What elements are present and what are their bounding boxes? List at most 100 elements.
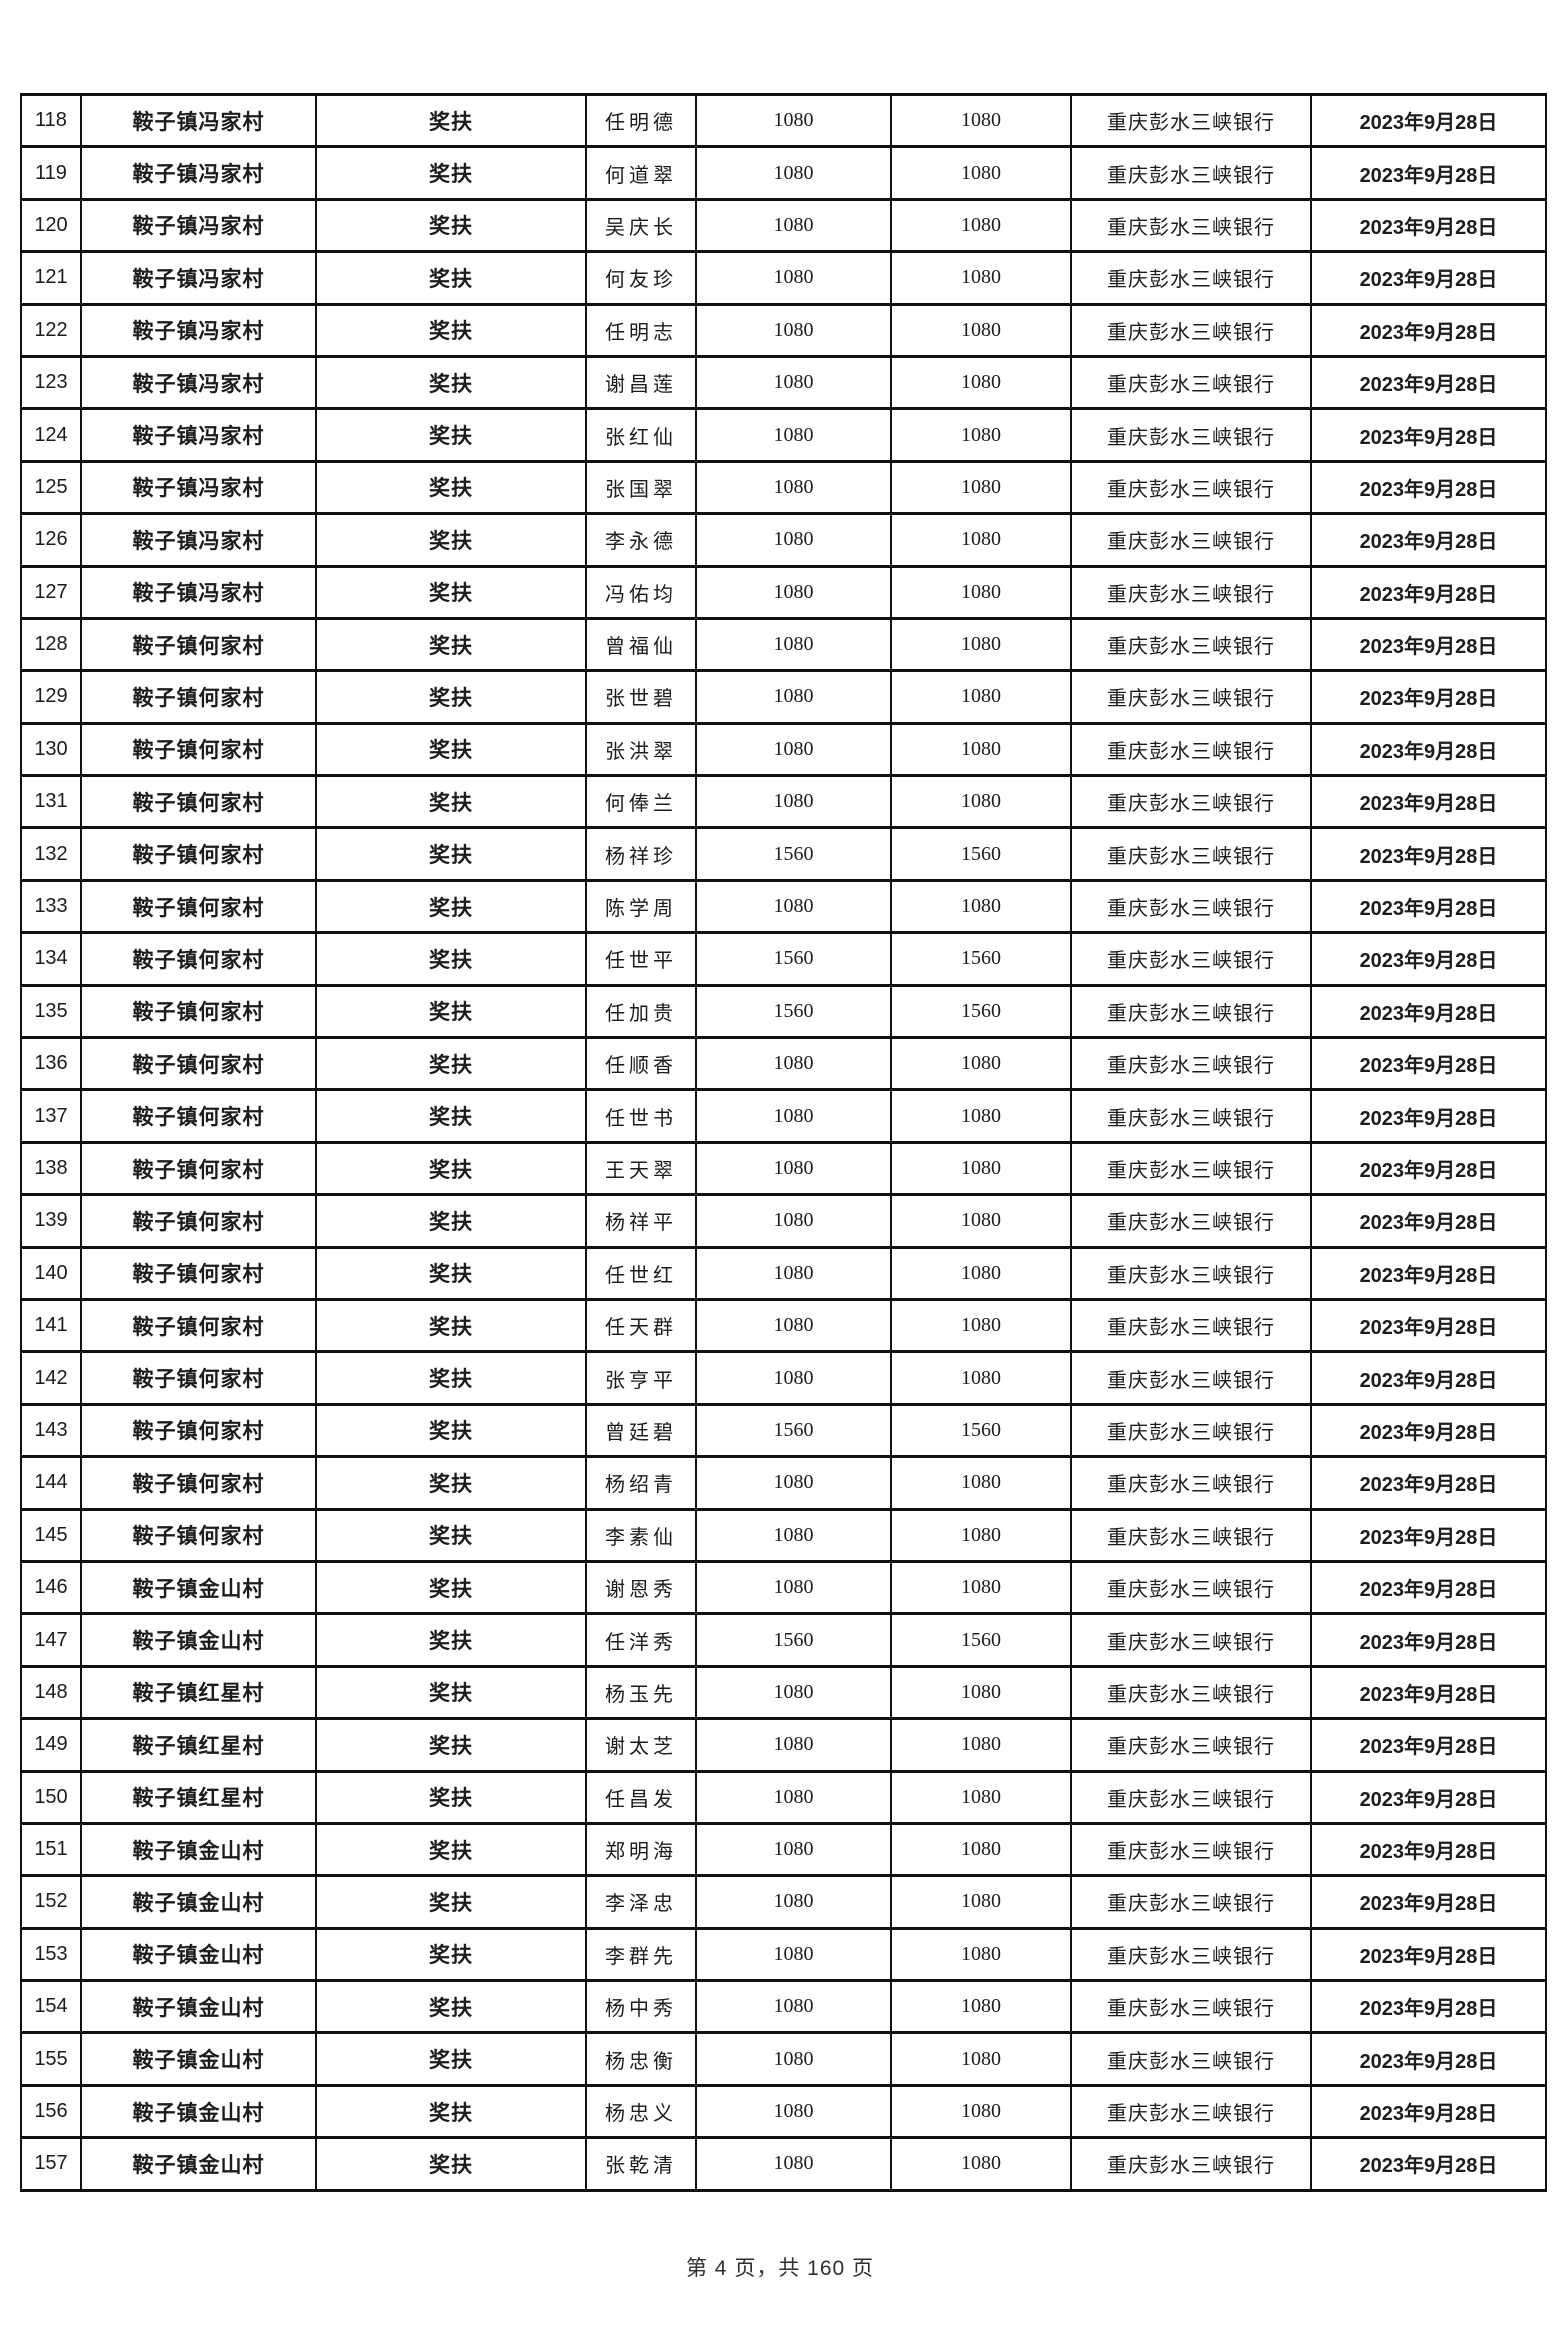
cell-type: 奖扶	[315, 931, 587, 987]
cell-bank: 重庆彭水三峡银行	[1070, 512, 1312, 568]
cell-date: 2023年9月28日	[1310, 1088, 1547, 1144]
cell-amount2: 1080	[890, 92, 1072, 149]
cell-amount1: 1560	[695, 983, 892, 1040]
cell-amount2: 1080	[890, 459, 1072, 516]
cell-village: 鞍子镇何家村	[80, 616, 317, 673]
cell-amount1: 1080	[695, 1769, 892, 1825]
cell-type: 奖扶	[315, 1612, 587, 1668]
cell-bank: 重庆彭水三峡银行	[1070, 1088, 1312, 1144]
cell-village: 鞍子镇何家村	[80, 826, 317, 882]
cell-amount2: 1080	[890, 145, 1072, 201]
table-row: 154 鞍子镇金山村 奖扶 杨中秀 1080 1080 重庆彭水三峡银行 2023年9月28日	[20, 1979, 1547, 2035]
cell-name: 杨祥珍	[585, 826, 697, 882]
cell-name: 曾廷碧	[585, 1402, 697, 1459]
cell-amount2: 1080	[890, 1717, 1072, 1773]
cell-bank: 重庆彭水三峡银行	[1070, 302, 1312, 358]
cell-num: 143	[20, 1402, 82, 1459]
cell-bank: 重庆彭水三峡银行	[1070, 1036, 1312, 1092]
cell-village: 鞍子镇冯家村	[80, 354, 317, 411]
cell-num: 145	[20, 1507, 82, 1563]
table-row: 140 鞍子镇何家村 奖扶 任世红 1080 1080 重庆彭水三峡银行 2023年9月28日	[20, 1245, 1547, 1301]
cell-type: 奖扶	[315, 721, 587, 778]
table-row: 139 鞍子镇何家村 奖扶 杨祥平 1080 1080 重庆彭水三峡银行 2023年9月28日	[20, 1193, 1547, 1249]
cell-date: 2023年9月28日	[1310, 1245, 1547, 1301]
cell-village: 鞍子镇何家村	[80, 1402, 317, 1459]
cell-date: 2023年9月28日	[1310, 1036, 1547, 1092]
cell-village: 鞍子镇何家村	[80, 1507, 317, 1563]
cell-village: 鞍子镇金山村	[80, 1926, 317, 1983]
cell-amount2: 1080	[890, 1245, 1072, 1301]
cell-village: 鞍子镇何家村	[80, 1036, 317, 1092]
cell-name: 曾福仙	[585, 616, 697, 673]
cell-date: 2023年9月28日	[1310, 197, 1547, 254]
cell-num: 155	[20, 2031, 82, 2087]
cell-name: 张世碧	[585, 669, 697, 725]
cell-date: 2023年9月28日	[1310, 1979, 1547, 2035]
cell-amount1: 1080	[695, 2136, 892, 2192]
table-row: 123 鞍子镇冯家村 奖扶 谢昌莲 1080 1080 重庆彭水三峡银行 2023年9月28日	[20, 354, 1547, 411]
cell-village: 鞍子镇红星村	[80, 1769, 317, 1825]
table-row: 133 鞍子镇何家村 奖扶 陈学周 1080 1080 重庆彭水三峡银行 2023年9月28日	[20, 878, 1547, 935]
cell-bank: 重庆彭水三峡银行	[1070, 2136, 1312, 2192]
cell-amount1: 1080	[695, 1821, 892, 1878]
cell-amount1: 1080	[695, 774, 892, 830]
cell-amount2: 1080	[890, 2136, 1072, 2192]
cell-date: 2023年9月28日	[1310, 669, 1547, 725]
cell-amount2: 1080	[890, 1193, 1072, 1249]
cell-bank: 重庆彭水三峡银行	[1070, 878, 1312, 935]
cell-date: 2023年9月28日	[1310, 2136, 1547, 2192]
cell-bank: 重庆彭水三峡银行	[1070, 1140, 1312, 1197]
cell-bank: 重庆彭水三峡银行	[1070, 1559, 1312, 1616]
cell-bank: 重庆彭水三峡银行	[1070, 92, 1312, 149]
cell-bank: 重庆彭水三峡银行	[1070, 983, 1312, 1040]
cell-name: 张红仙	[585, 407, 697, 463]
cell-bank: 重庆彭水三峡银行	[1070, 1664, 1312, 1721]
cell-village: 鞍子镇冯家村	[80, 564, 317, 620]
cell-name: 谢昌莲	[585, 354, 697, 411]
table-body: 118 鞍子镇冯家村 奖扶 任明德 1080 1080 重庆彭水三峡银行 2023年9月28日…	[20, 92, 1547, 2192]
cell-amount1: 1080	[695, 1926, 892, 1983]
cell-name: 杨祥平	[585, 1193, 697, 1249]
cell-name: 陈学周	[585, 878, 697, 935]
cell-date: 2023年9月28日	[1310, 1507, 1547, 1563]
cell-type: 奖扶	[315, 669, 587, 725]
cell-name: 吴庆长	[585, 197, 697, 254]
cell-num: 153	[20, 1926, 82, 1983]
cell-amount1: 1080	[695, 1245, 892, 1301]
table-row: 143 鞍子镇何家村 奖扶 曾廷碧 1560 1560 重庆彭水三峡银行 2023年9月28日	[20, 1402, 1547, 1459]
cell-num: 140	[20, 1245, 82, 1301]
cell-village: 鞍子镇冯家村	[80, 250, 317, 306]
cell-type: 奖扶	[315, 459, 587, 516]
cell-name: 谢恩秀	[585, 1559, 697, 1616]
cell-num: 131	[20, 774, 82, 830]
cell-bank: 重庆彭水三峡银行	[1070, 459, 1312, 516]
cell-date: 2023年9月28日	[1310, 512, 1547, 568]
cell-amount1: 1080	[695, 1350, 892, 1406]
table-row: 155 鞍子镇金山村 奖扶 杨忠衡 1080 1080 重庆彭水三峡银行 2023年9月28日	[20, 2031, 1547, 2087]
cell-type: 奖扶	[315, 145, 587, 201]
cell-num: 137	[20, 1088, 82, 1144]
cell-village: 鞍子镇金山村	[80, 2136, 317, 2192]
cell-date: 2023年9月28日	[1310, 302, 1547, 358]
cell-amount2: 1080	[890, 1507, 1072, 1563]
cell-amount1: 1080	[695, 1088, 892, 1144]
cell-amount1: 1080	[695, 1874, 892, 1930]
cell-village: 鞍子镇何家村	[80, 1245, 317, 1301]
cell-name: 李泽忠	[585, 1874, 697, 1930]
table-row: 135 鞍子镇何家村 奖扶 任加贵 1560 1560 重庆彭水三峡银行 2023年9月28日	[20, 983, 1547, 1040]
table-row: 118 鞍子镇冯家村 奖扶 任明德 1080 1080 重庆彭水三峡银行 2023年9月28日	[20, 92, 1547, 149]
cell-amount1: 1080	[695, 92, 892, 149]
cell-type: 奖扶	[315, 1559, 587, 1616]
cell-village: 鞍子镇冯家村	[80, 92, 317, 149]
cell-village: 鞍子镇金山村	[80, 1559, 317, 1616]
table-row: 150 鞍子镇红星村 奖扶 任昌发 1080 1080 重庆彭水三峡银行 2023年9月28日	[20, 1769, 1547, 1825]
table-row: 146 鞍子镇金山村 奖扶 谢恩秀 1080 1080 重庆彭水三峡银行 2023年9月28日	[20, 1559, 1547, 1616]
cell-date: 2023年9月28日	[1310, 1717, 1547, 1773]
cell-type: 奖扶	[315, 1455, 587, 1511]
cell-type: 奖扶	[315, 1140, 587, 1197]
cell-amount2: 1080	[890, 1036, 1072, 1092]
cell-village: 鞍子镇何家村	[80, 1193, 317, 1249]
cell-name: 任世书	[585, 1088, 697, 1144]
cell-date: 2023年9月28日	[1310, 564, 1547, 620]
cell-village: 鞍子镇何家村	[80, 1455, 317, 1511]
